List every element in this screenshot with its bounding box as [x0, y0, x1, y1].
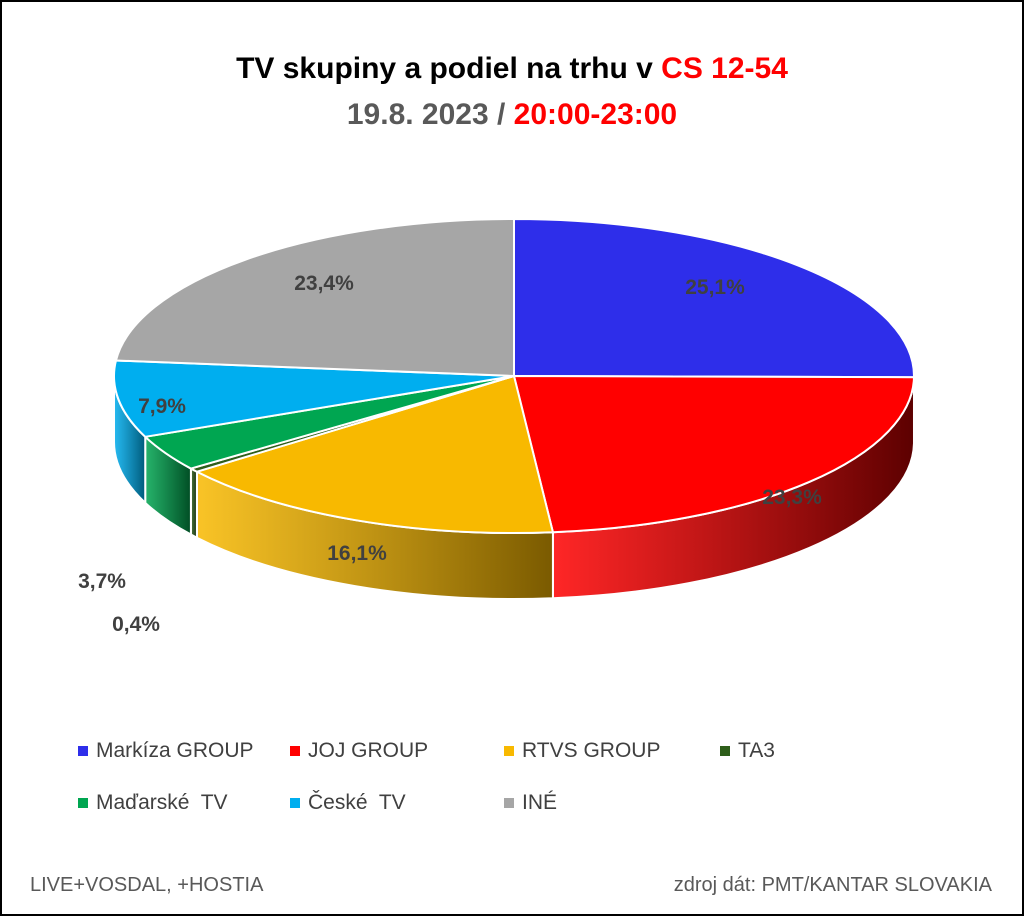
legend-swatch — [78, 746, 88, 756]
legend-swatch — [290, 746, 300, 756]
legend-item-joj-group: JOJ GROUP — [290, 739, 428, 763]
data-label-markiza-group: 25,1% — [685, 276, 745, 299]
legend-item-rtvs-group: RTVS GROUP — [504, 739, 660, 763]
legend-item-madarske-tv: Maďarské TV — [78, 791, 228, 815]
legend-label: TA3 — [738, 739, 775, 762]
legend-swatch — [720, 746, 730, 756]
legend-label: Maďarské TV — [96, 791, 228, 814]
legend-label: INÉ — [522, 791, 558, 814]
footer-note: LIVE+VOSDAL, +HOSTIA — [30, 874, 264, 896]
pie-slice-rtvs-group — [195, 375, 554, 534]
subtitle-timeslot: 20:00-23:00 — [513, 98, 678, 131]
legend-swatch — [504, 746, 514, 756]
legend-label: Markíza GROUP — [96, 739, 254, 762]
pie-slice-ceske-tv — [113, 359, 515, 438]
subtitle-date: 19.8. 2023 / — [346, 98, 514, 131]
data-label-madarske-tv: 3,7% — [78, 570, 126, 593]
pie-slice-markiza-group — [513, 218, 915, 379]
legend-swatch — [78, 798, 88, 808]
legend-swatch — [504, 798, 514, 808]
pie-slices — [113, 218, 915, 534]
legend-item-markiza-group: Markíza GROUP — [78, 739, 254, 763]
chart-subtitle: 19.8. 2023 / 20:00-23:00 — [2, 98, 1022, 132]
legend-label: České TV — [308, 791, 406, 814]
title-target-group: CS 12-54 — [661, 52, 788, 85]
chart-title: TV skupiny a podiel na trhu v CS 12-54 — [2, 52, 1022, 86]
data-label-ceske-tv: 7,9% — [138, 395, 186, 418]
data-label-ta3: 0,4% — [112, 613, 160, 636]
legend-item-ta3: TA3 — [720, 739, 775, 763]
pie-sides — [113, 375, 916, 600]
data-label-ine: 23,4% — [294, 272, 354, 295]
legend-label: RTVS GROUP — [522, 739, 661, 762]
data-label-rtvs-group: 16,1% — [327, 542, 387, 565]
pie-data-labels: 25,1% 23,3% 16,1% 0,4% 3,7% 7,9% 23,4% — [78, 272, 822, 636]
pie-slice-ine — [114, 218, 515, 377]
pie-slice-joj-group — [513, 375, 915, 534]
legend-label: JOJ GROUP — [308, 739, 429, 762]
legend-item-ceske-tv: České TV — [290, 791, 406, 815]
legend-item-ine: INÉ — [504, 791, 557, 815]
footer-source: zdroj dát: PMT/KANTAR SLOVAKIA — [673, 874, 992, 896]
data-label-joj-group: 23,3% — [762, 486, 822, 509]
title-text: TV skupiny a podiel na trhu v — [236, 52, 662, 85]
legend-swatch — [290, 798, 300, 808]
